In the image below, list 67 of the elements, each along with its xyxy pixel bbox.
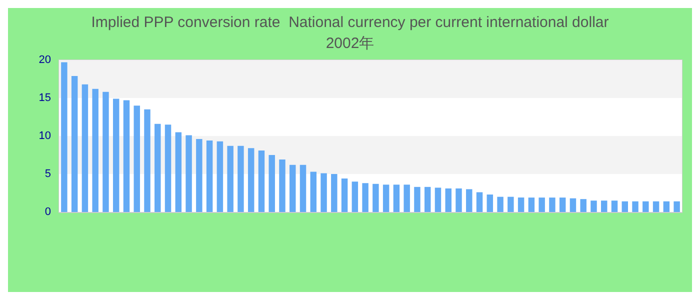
bar <box>538 198 545 212</box>
bar <box>71 76 78 212</box>
bar <box>445 188 452 212</box>
bar <box>61 62 68 212</box>
bar <box>580 199 586 212</box>
bar <box>508 196 514 212</box>
bar <box>134 106 140 212</box>
bar <box>320 173 327 212</box>
bar <box>414 186 420 212</box>
y-tick-label: 10 <box>38 130 51 142</box>
bar <box>175 132 182 212</box>
y-tick-label: 15 <box>38 92 51 104</box>
chart-title: Implied PPP conversion rate National currency per current international dollar <box>91 14 609 31</box>
bar <box>372 184 379 212</box>
bar <box>123 100 130 212</box>
bar <box>601 200 608 212</box>
bar <box>300 164 306 212</box>
bar <box>331 174 338 212</box>
bar <box>279 160 286 212</box>
bar <box>248 148 254 212</box>
bar <box>632 201 638 212</box>
bar <box>549 198 556 212</box>
bar <box>268 155 275 212</box>
bar <box>518 198 524 212</box>
y-tick-label: 20 <box>38 54 51 66</box>
bar <box>424 186 431 212</box>
bar <box>186 135 192 212</box>
bar <box>528 198 535 212</box>
chart-subtitle: 2002年 <box>326 35 374 52</box>
bar <box>216 141 224 212</box>
bar <box>227 146 234 212</box>
bar <box>352 182 358 212</box>
bar <box>206 140 213 212</box>
y-tick-label: 5 <box>44 168 51 180</box>
bar <box>92 88 98 212</box>
bar <box>341 178 348 212</box>
bar <box>663 201 670 212</box>
bar <box>642 201 649 212</box>
bar <box>674 201 680 212</box>
bar <box>154 124 161 212</box>
bar <box>434 188 442 212</box>
bar <box>290 164 296 212</box>
bar <box>652 201 660 212</box>
bar <box>622 201 628 212</box>
bar <box>393 184 400 212</box>
bar <box>559 198 566 212</box>
bar <box>82 84 88 212</box>
bar <box>497 196 504 212</box>
bar <box>102 92 109 212</box>
bar <box>362 183 368 212</box>
bar <box>570 198 576 212</box>
bar <box>590 200 597 212</box>
bar <box>456 188 462 212</box>
bar <box>404 184 410 212</box>
bar <box>258 150 265 212</box>
bar <box>310 172 317 212</box>
bar <box>112 98 120 212</box>
bar <box>238 146 244 212</box>
bar <box>611 200 618 212</box>
bar <box>486 194 494 212</box>
bar <box>164 124 172 212</box>
y-tick-label: 0 <box>44 206 51 218</box>
bar <box>476 192 483 212</box>
bar <box>196 139 202 212</box>
bar <box>466 189 472 212</box>
bar <box>144 109 150 212</box>
bar <box>382 184 390 212</box>
